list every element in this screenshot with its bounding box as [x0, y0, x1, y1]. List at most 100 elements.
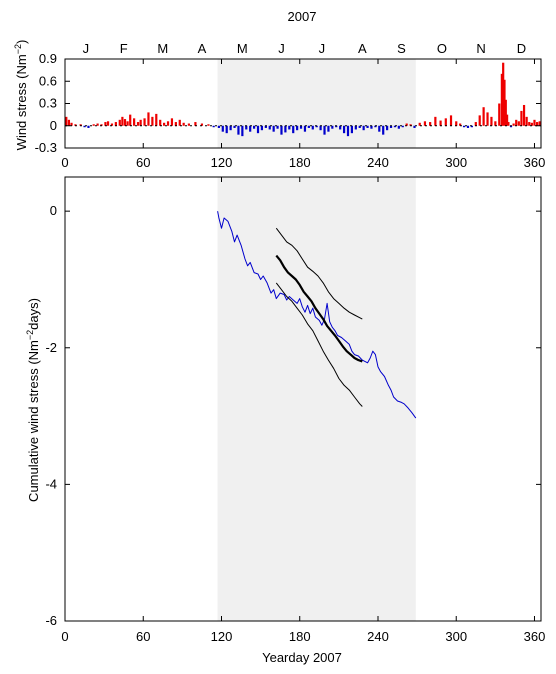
positive-stress-bar — [143, 118, 146, 126]
positive-stress-bar — [444, 118, 447, 126]
positive-stress-bar — [494, 121, 497, 126]
negative-stress-bar — [362, 125, 365, 131]
positive-stress-bar — [520, 110, 523, 126]
negative-stress-bar — [466, 125, 470, 128]
wind-stress-bars — [65, 62, 541, 137]
negative-stress-bar — [311, 125, 314, 130]
positive-stress-bar — [163, 122, 166, 126]
negative-stress-bar — [393, 125, 397, 128]
negative-stress-bar — [401, 125, 404, 128]
positive-stress-bar — [455, 121, 458, 126]
negative-stress-bar — [462, 125, 466, 128]
positive-stress-bar — [151, 116, 154, 126]
positive-stress-bar — [104, 122, 107, 126]
negative-stress-bar — [256, 125, 260, 134]
month-label: A — [358, 41, 367, 56]
positive-stress-bar — [502, 62, 505, 126]
bottom-plot-frame — [64, 176, 542, 622]
positive-stress-bar — [522, 104, 526, 126]
positive-stress-bar — [517, 121, 520, 126]
positive-stress-bar — [200, 123, 204, 126]
positive-stress-bar — [139, 119, 142, 126]
bottom-shade-band — [217, 177, 416, 621]
negative-stress-bar — [350, 125, 354, 134]
negative-stress-bar — [225, 125, 228, 134]
negative-stress-bar — [288, 125, 291, 130]
positive-stress-bar — [79, 124, 82, 126]
positive-stress-bar — [503, 79, 506, 126]
x-tick-label: 360 — [524, 155, 546, 170]
positive-stress-bar — [459, 123, 462, 126]
negative-stress-bar — [245, 125, 248, 130]
positive-stress-bar — [498, 103, 501, 126]
positive-stress-bar — [512, 123, 515, 126]
negative-stress-bar — [299, 125, 303, 129]
negative-stress-bar — [346, 125, 350, 137]
bottom-y-axis-label: Cumulative wind stress (Nm−2days) — [25, 298, 41, 502]
y-tick-label: -0.3 — [35, 140, 57, 155]
negative-stress-bar — [303, 125, 307, 132]
negative-stress-bar — [386, 125, 389, 131]
negative-stress-bar — [509, 125, 513, 128]
negative-stress-bar — [268, 125, 271, 130]
positive-stress-bar — [482, 107, 485, 126]
positive-stress-bar — [106, 121, 110, 126]
month-label: F — [120, 41, 128, 56]
month-label: D — [517, 41, 526, 56]
positive-stress-bar — [405, 123, 408, 126]
month-label: J — [278, 41, 285, 56]
top-y-axis-label: Wind stress (Nm−2) — [13, 40, 29, 151]
positive-stress-bar — [207, 124, 210, 126]
month-label: M — [157, 41, 168, 56]
x-tick-label: 120 — [211, 629, 233, 644]
positive-stress-bar — [439, 120, 442, 126]
positive-stress-bar — [533, 119, 536, 126]
positive-stress-bar — [96, 123, 99, 126]
negative-stress-bar — [323, 125, 326, 135]
negative-stress-bar — [374, 125, 377, 128]
negative-stress-bar — [252, 125, 256, 129]
positive-stress-bar — [110, 123, 114, 126]
y-tick-label: -2 — [45, 340, 57, 355]
positive-stress-bar — [136, 122, 140, 126]
year-title: 2007 — [288, 9, 317, 24]
positive-stress-bar — [409, 124, 412, 126]
positive-stress-bar — [100, 124, 103, 126]
positive-stress-bar — [478, 115, 481, 126]
positive-stress-bar — [65, 116, 68, 126]
fit-line — [275, 254, 363, 363]
x-tick-label: 0 — [61, 629, 68, 644]
bottom-x-axis-label: Yearday 2007 — [262, 650, 342, 665]
month-label: A — [198, 41, 207, 56]
negative-stress-bar — [284, 125, 287, 133]
y-tick-label: 0 — [50, 118, 57, 133]
negative-stress-bar — [370, 125, 373, 129]
positive-stress-bar — [429, 122, 432, 126]
positive-stress-bar — [178, 119, 181, 126]
negative-stress-bar — [413, 125, 416, 128]
y-tick-label: 0.6 — [39, 73, 57, 88]
envelope-upper-line — [275, 227, 363, 320]
x-tick-label: 0 — [61, 155, 68, 170]
y-tick-label: 0 — [50, 203, 57, 218]
y-tick-label: -6 — [45, 613, 57, 628]
wind-stress-panel: 2007 J F M A M J J A S O N D 0.9 0.6 0.3 0 -0.3 0 60 120 1… — [13, 9, 545, 170]
negative-stress-bar — [339, 125, 342, 130]
positive-stress-bar — [194, 122, 197, 126]
top-shade-band — [217, 59, 416, 148]
x-tick-label: 360 — [524, 629, 546, 644]
negative-stress-bar — [397, 125, 400, 129]
x-tick-label: 300 — [445, 155, 467, 170]
negative-stress-bar — [382, 125, 385, 135]
negative-stress-bar — [296, 125, 299, 131]
bottom-x-axis: 0 60 120 180 240 300 360 — [61, 177, 545, 644]
x-tick-label: 120 — [211, 155, 233, 170]
month-label: S — [397, 41, 406, 56]
positive-stress-bar — [449, 115, 453, 126]
negative-stress-bar — [83, 125, 86, 128]
x-tick-label: 180 — [289, 629, 311, 644]
negative-stress-bar — [260, 125, 264, 131]
positive-stress-bar — [166, 121, 170, 126]
positive-stress-bar — [126, 121, 129, 126]
